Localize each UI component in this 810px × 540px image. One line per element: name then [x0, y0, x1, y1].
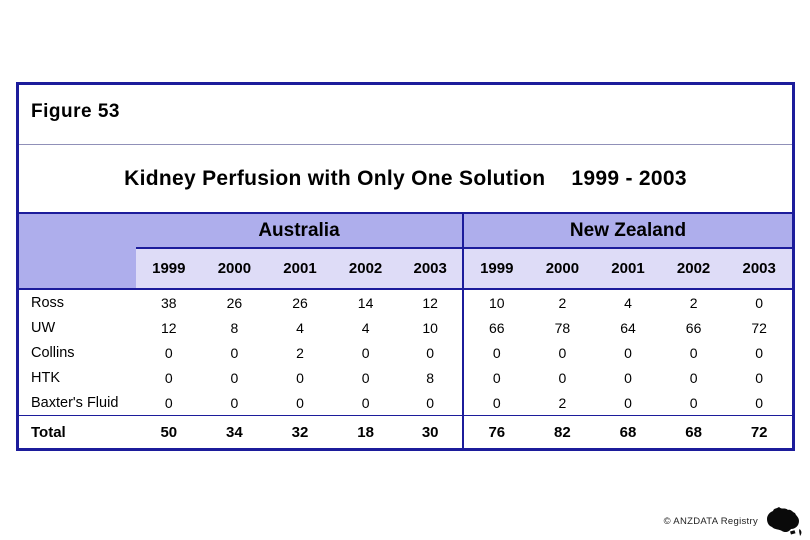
year-header-cell: 2000: [201, 249, 268, 290]
data-cell: 0: [689, 369, 698, 386]
data-cell: 26: [292, 294, 308, 311]
figure-title-period: 1999 - 2003: [571, 167, 687, 190]
data-cell: 0: [164, 369, 173, 386]
data-cell: 0: [558, 344, 567, 361]
total-data-cell: 68: [660, 415, 727, 448]
data-cell: 78: [554, 319, 571, 336]
data-cell: 12: [161, 319, 177, 336]
data-cell: 0: [230, 369, 239, 386]
data-cell: 14: [357, 294, 374, 311]
header-divider-line: [19, 144, 792, 145]
data-cell: 66: [685, 319, 702, 336]
data-cell: 0: [398, 390, 464, 415]
total-data-cell: 30: [398, 415, 464, 448]
copyright-text: © ANZDATA Registry: [663, 515, 758, 527]
data-cell: 0: [492, 394, 501, 411]
data-cell: 4: [624, 294, 632, 311]
year-header-cell: 2001: [267, 249, 333, 290]
data-cell: 2: [558, 294, 567, 311]
data-cell: 26: [226, 294, 243, 311]
figure-number-label: Figure 53: [31, 101, 120, 122]
row-label: HTK: [31, 369, 60, 386]
total-data-cell: 72: [726, 415, 792, 448]
perfusion-data-table: Australia New Zealand 1999 2000 2001 2002 20…: [19, 212, 792, 448]
year-header-cell: 2001: [595, 249, 661, 290]
data-cell: 4: [296, 319, 304, 336]
year-header-cell: 1999: [136, 249, 202, 290]
data-cell: 2: [689, 294, 698, 311]
total-data-cell: 32: [267, 415, 333, 448]
data-cell: 0: [558, 369, 567, 386]
table-corner-cell: [19, 214, 136, 290]
total-row-label: Total: [19, 415, 136, 448]
data-cell: 0: [230, 394, 239, 411]
data-cell: 66: [489, 319, 505, 336]
data-cell: 0: [755, 344, 764, 361]
data-cell: 8: [398, 365, 464, 390]
year-header-cell: 2002: [660, 249, 727, 290]
row-label: Collins: [31, 344, 75, 361]
data-cell: 8: [230, 319, 239, 336]
figure-panel: Figure 53 Kidney Perfusion with Only One…: [16, 82, 795, 451]
total-data-cell: 34: [201, 415, 268, 448]
data-cell: 0: [689, 344, 698, 361]
data-cell: 38: [161, 294, 177, 311]
figure-title: Kidney Perfusion with Only One Solution 1…: [19, 167, 792, 191]
data-cell: 0: [689, 394, 698, 411]
total-data-cell: 18: [332, 415, 399, 448]
year-header-cell: 2002: [332, 249, 399, 290]
data-cell: 4: [361, 319, 370, 336]
data-cell: 0: [624, 344, 632, 361]
data-cell: 64: [620, 319, 636, 336]
data-cell: 0: [296, 394, 304, 411]
total-data-cell: 68: [595, 415, 661, 448]
data-cell: 0: [398, 340, 464, 365]
year-header-cell: 2003: [726, 249, 792, 290]
row-label: Ross: [31, 294, 65, 311]
column-group-header-new-zealand: New Zealand: [463, 214, 792, 249]
year-header-cell: 1999: [463, 249, 530, 290]
data-cell: 0: [361, 394, 370, 411]
year-header-cell: 2000: [529, 249, 596, 290]
column-group-header-australia: Australia: [136, 214, 464, 249]
data-cell: 10: [489, 294, 505, 311]
data-cell: 0: [230, 344, 239, 361]
data-cell: 2: [296, 344, 304, 361]
data-cell: 0: [492, 369, 501, 386]
data-cell: 0: [755, 369, 764, 386]
data-cell: 0: [755, 394, 764, 411]
data-cell: 0: [624, 369, 632, 386]
australia-map-icon: [766, 506, 802, 536]
data-cell: 0: [164, 394, 173, 411]
data-cell: 0: [361, 369, 370, 386]
data-cell: 0: [755, 294, 764, 311]
year-header-cell: 2003: [398, 249, 464, 290]
total-data-cell: 82: [529, 415, 596, 448]
data-cell: 0: [296, 369, 304, 386]
data-cell: 0: [492, 344, 501, 361]
row-label: UW: [31, 319, 56, 336]
data-cell: 0: [624, 394, 632, 411]
total-data-cell: 50: [136, 415, 202, 448]
figure-title-text: Kidney Perfusion with Only One Solution: [124, 167, 546, 190]
total-data-cell: 76: [463, 415, 530, 448]
data-cell: 10: [398, 315, 464, 340]
row-label: Baxter's Fluid: [31, 394, 119, 411]
data-cell: 0: [164, 344, 173, 361]
data-cell: 72: [751, 319, 767, 336]
data-cell: 0: [361, 344, 370, 361]
data-cell: 12: [398, 290, 464, 315]
data-cell: 2: [558, 394, 567, 411]
slide-footer: © ANZDATA Registry: [664, 506, 802, 536]
